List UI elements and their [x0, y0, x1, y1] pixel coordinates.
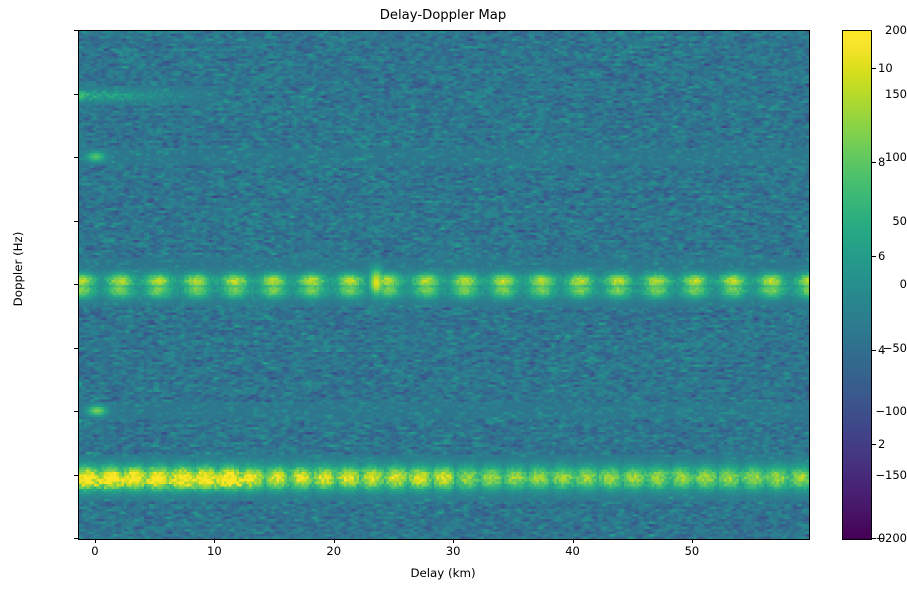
- x-tick-label: 40: [565, 544, 580, 558]
- colorbar-tick-label: 6: [878, 248, 886, 263]
- colorbar-tick-label: 2: [878, 436, 886, 451]
- colorbar-axes: [842, 30, 872, 540]
- chart-title: Delay-Doppler Map: [379, 8, 507, 23]
- y-tick-label: 50: [892, 213, 907, 228]
- x-tick-mark: [94, 539, 96, 543]
- y-tick-label: 0: [899, 277, 907, 291]
- colorbar-tick-mark: [872, 255, 876, 257]
- y-tick-label: −200: [875, 531, 907, 545]
- y-tick-mark: [74, 30, 78, 31]
- heatmap-image: [79, 31, 809, 539]
- x-tick-label: 50: [684, 544, 700, 558]
- y-tick-mark: [74, 284, 78, 285]
- y-tick-label: −150: [875, 467, 907, 482]
- y-tick-mark: [74, 347, 78, 349]
- colorbar-tick-label: 8: [878, 154, 886, 169]
- y-tick-label: 100: [885, 150, 907, 164]
- y-tick-mark: [74, 474, 78, 476]
- y-tick-label: −50: [882, 340, 907, 355]
- x-tick-mark: [453, 539, 455, 543]
- x-tick-mark: [333, 539, 335, 543]
- x-tick-mark: [214, 539, 216, 543]
- y-tick-mark: [74, 93, 78, 95]
- x-tick-mark: [691, 539, 693, 543]
- y-tick-mark: [74, 220, 78, 222]
- colorbar-tick-mark: [872, 349, 876, 351]
- x-axis-label: Delay (km): [410, 566, 476, 580]
- x-tick-label: 10: [207, 544, 222, 558]
- x-tick-mark: [572, 539, 574, 543]
- colorbar-tick-mark: [872, 161, 876, 163]
- y-tick-label: −100: [875, 404, 907, 418]
- x-tick-label: 30: [445, 544, 461, 558]
- colorbar-tick-mark: [872, 67, 876, 69]
- y-axis-label: Doppler (Hz): [11, 231, 25, 307]
- colorbar-tick-label: 10: [878, 60, 893, 75]
- colorbar-gradient: [843, 31, 871, 539]
- x-tick-label: 0: [91, 544, 99, 558]
- y-tick-mark: [74, 411, 78, 412]
- colorbar-tick-mark: [872, 443, 876, 445]
- y-tick-label: 150: [885, 86, 907, 101]
- delay-doppler-heatmap-axes: [78, 30, 810, 540]
- y-tick-mark: [74, 157, 78, 158]
- colorbar-tick-label: 0: [878, 531, 886, 545]
- colorbar-tick-mark: [872, 538, 876, 539]
- x-tick-label: 20: [326, 544, 342, 558]
- y-tick-label: 200: [885, 23, 907, 37]
- y-tick-mark: [74, 538, 78, 539]
- colorbar-tick-label: 4: [878, 342, 886, 357]
